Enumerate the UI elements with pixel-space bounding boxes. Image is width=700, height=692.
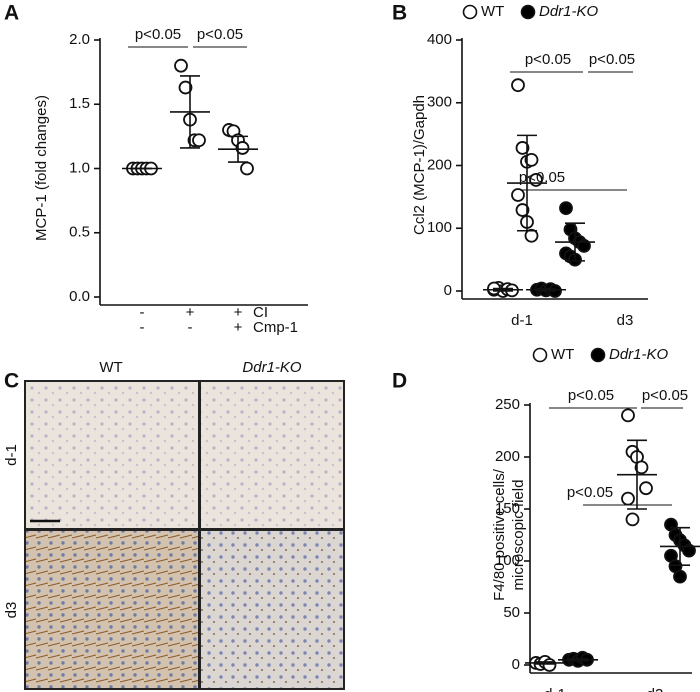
y-tick-label: 150 (495, 500, 520, 517)
data-point (639, 481, 653, 496)
data-point (542, 658, 557, 672)
y-axis-label: microscopic field (510, 480, 527, 591)
y-tick-label: 50 (503, 604, 520, 621)
legend-label: Ddr1-KO (539, 3, 599, 20)
annotation: p<0.05 (197, 26, 243, 43)
row-value: - (140, 319, 145, 336)
row-value: + (186, 304, 195, 321)
data-point (511, 78, 525, 93)
legend-marker (520, 4, 536, 20)
micrograph (201, 382, 343, 528)
data-point (174, 58, 188, 73)
annotation: p<0.05 (589, 51, 635, 68)
row-label: CI (253, 304, 268, 321)
y-tick-label: 250 (495, 396, 520, 413)
micrograph (201, 531, 343, 688)
annotation: p<0.05 (525, 51, 571, 68)
x-tick-label: d-1 (544, 686, 566, 692)
data-point (515, 141, 530, 155)
y-axis-label: Ccl2 (MCP-1)/Gapdh (411, 95, 428, 235)
data-point (673, 569, 687, 584)
data-point (524, 152, 539, 167)
row-value: + (234, 304, 243, 321)
legend-marker (532, 347, 548, 363)
data-point (524, 228, 539, 243)
column-label: Ddr1-KO (242, 359, 302, 376)
x-tick-label: d-1 (511, 312, 533, 329)
y-tick-label: 200 (495, 448, 520, 465)
legend-label: WT (551, 346, 574, 363)
row-value: + (234, 319, 243, 336)
data-point (178, 80, 193, 95)
data-point (240, 161, 254, 176)
micrograph (26, 531, 198, 688)
y-tick-label: 100 (427, 219, 452, 236)
row-value: - (188, 319, 193, 336)
y-tick-label: 0 (512, 656, 520, 673)
data-point (559, 201, 573, 216)
data-point (682, 543, 696, 558)
y-tick-label: 300 (427, 94, 452, 111)
data-point (515, 203, 530, 217)
data-point (235, 141, 250, 155)
micrograph (26, 382, 198, 528)
data-point (192, 133, 206, 148)
y-tick-label: 2.0 (69, 31, 90, 48)
y-tick-label: 1.5 (69, 95, 90, 112)
annotation: p<0.05 (519, 169, 565, 186)
data-point (511, 188, 525, 202)
panel-letter: A (4, 2, 19, 25)
data-point (621, 408, 635, 423)
y-tick-label: 400 (427, 31, 452, 48)
row-value: - (140, 304, 145, 321)
legend-label: WT (481, 3, 504, 20)
annotation: p<0.05 (568, 387, 614, 404)
y-tick-label: 1.0 (69, 159, 90, 176)
panel-letter: D (392, 370, 407, 393)
x-tick-label: d3 (617, 312, 634, 329)
y-tick-label: 0.0 (69, 288, 90, 305)
row-label: d3 (3, 602, 20, 619)
annotation: p<0.05 (567, 484, 613, 501)
legend-marker (462, 4, 478, 20)
y-tick-label: 100 (495, 552, 520, 569)
legend-marker (590, 347, 606, 363)
y-tick-label: 0 (444, 282, 452, 299)
data-point (625, 512, 640, 527)
annotation: p<0.05 (135, 26, 181, 43)
annotation: p<0.05 (642, 387, 688, 404)
micrograph-panel: C WT Ddr1-KO d-1 d3 (3, 359, 345, 690)
y-axis-label: MCP-1 (fold changes) (33, 95, 50, 241)
data-point (634, 460, 649, 475)
panel-letter: C (4, 370, 19, 393)
row-label: d-1 (3, 444, 20, 466)
x-tick-label: d3 (647, 686, 664, 692)
column-label: WT (99, 359, 122, 376)
legend-label: Ddr1-KO (609, 346, 669, 363)
y-axis-label: F4/80 positive cells/ (491, 468, 508, 601)
y-tick-label: 200 (427, 156, 452, 173)
data-point (621, 491, 635, 506)
row-label: Cmp-1 (253, 319, 298, 336)
y-tick-label: 0.5 (69, 224, 90, 241)
panel-letter: B (392, 2, 407, 25)
